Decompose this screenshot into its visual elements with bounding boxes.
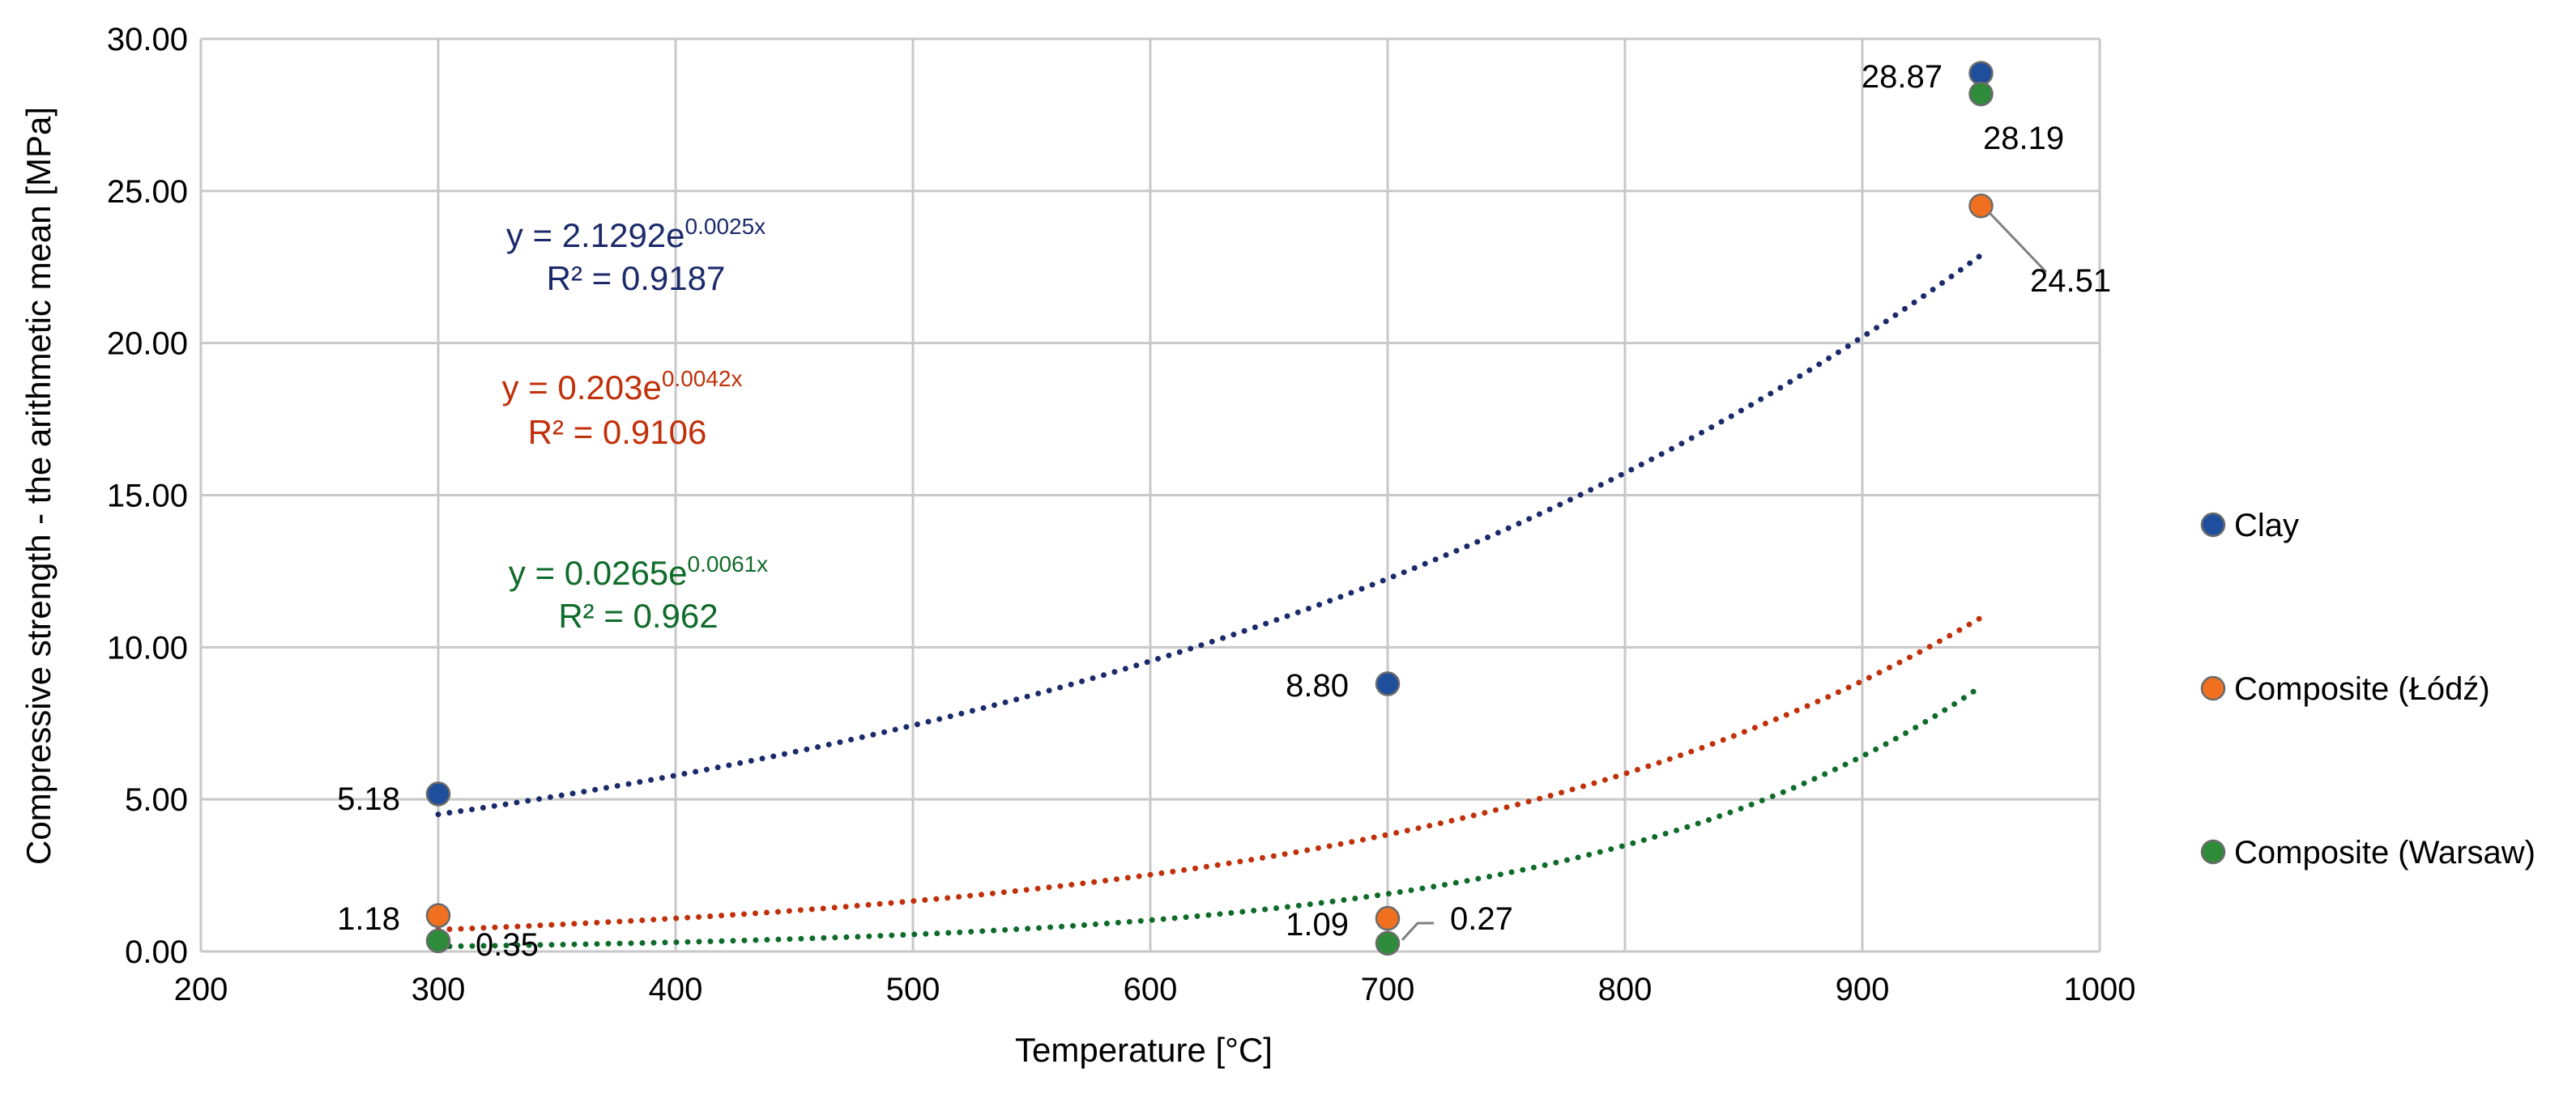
data-label: 28.19 [1983,121,2064,156]
trend-equation: y = 2.1292e0.0025x [506,214,766,254]
data-label: 8.80 [1286,668,1349,704]
x-tick-label: 200 [174,972,228,1007]
legend-label: Composite (Warsaw) [2234,835,2535,871]
legend: Clay Composite (Łódź) Composite (Warsaw) [2200,508,2535,871]
trend-equation: y = 0.0265e0.0061x [509,551,768,592]
data-point [1968,193,1994,219]
data-label: 0.27 [1450,901,1513,937]
leader-line [1401,922,1434,941]
y-tick-label: 5.00 [125,782,188,818]
data-point [425,781,451,807]
trend-equation-exponent: 0.0025x [685,214,766,239]
data-label: 1.09 [1286,907,1349,943]
data-point [1375,671,1401,696]
x-tick-label: 300 [412,972,466,1007]
data-label: 24.51 [2030,263,2111,299]
axes: Temperature [°C] Compressive strength - … [19,22,2135,1069]
x-tick-label: 800 [1598,972,1653,1007]
legend-marker [2200,512,2226,538]
x-tick-label: 900 [1836,972,1890,1007]
y-tick-label: 10.00 [107,630,188,666]
trendline-2 [435,683,1984,950]
y-tick-label: 15.00 [107,479,188,514]
x-tick-label: 500 [886,972,940,1007]
y-tick-label: 0.00 [125,934,188,970]
legend-marker [2200,675,2226,701]
trend-equation-exponent: 0.0042x [662,366,743,391]
trendlines [435,252,1984,950]
legend-label: Clay [2234,508,2299,543]
y-tick-label: 25.00 [107,174,188,210]
trend-equation: y = 0.203e0.0042x [502,366,743,407]
trend-equation-base: y = 0.203e [502,368,662,407]
trendline-1 [435,615,1984,933]
data-point [425,928,451,954]
legend-label: Composite (Łódź) [2234,671,2490,707]
y-tick-label: 20.00 [107,326,188,362]
trend-r2: R² = 0.962 [558,597,718,635]
data-point [1375,905,1401,931]
y-axis-title: Compressive strength - the arithmetic me… [19,107,58,865]
x-axis-title: Temperature [°C] [1015,1031,1273,1069]
data-point [425,903,451,928]
data-point [1375,930,1401,956]
data-label: 5.18 [337,781,400,817]
data-point [1968,81,1994,107]
data-label: 1.18 [337,901,400,937]
leader-line [1988,211,2048,274]
x-tick-label: 400 [649,972,703,1007]
trendline-0 [435,252,1984,818]
data-points [425,61,1994,956]
trend-equation-base: y = 0.0265e [509,554,688,592]
grid [199,37,2101,953]
data-label: 0.35 [476,927,539,963]
trend-equation-exponent: 0.0061x [688,551,769,577]
trend-r2: R² = 0.9106 [528,413,707,451]
data-labels: 5.18 8.80 28.87 1.18 1.09 24.51 0.35 0.27 28.19 [337,59,2111,963]
legend-marker [2200,839,2226,865]
trend-r2: R² = 0.9187 [547,259,726,297]
x-tick-label: 1000 [2064,972,2136,1007]
trend-equation-base: y = 2.1292e [506,216,685,254]
data-label: 28.87 [1862,59,1943,95]
data-point [1968,61,1994,86]
x-tick-label: 600 [1124,972,1178,1007]
y-tick-label: 30.00 [107,22,188,57]
x-tick-label: 700 [1361,972,1415,1007]
